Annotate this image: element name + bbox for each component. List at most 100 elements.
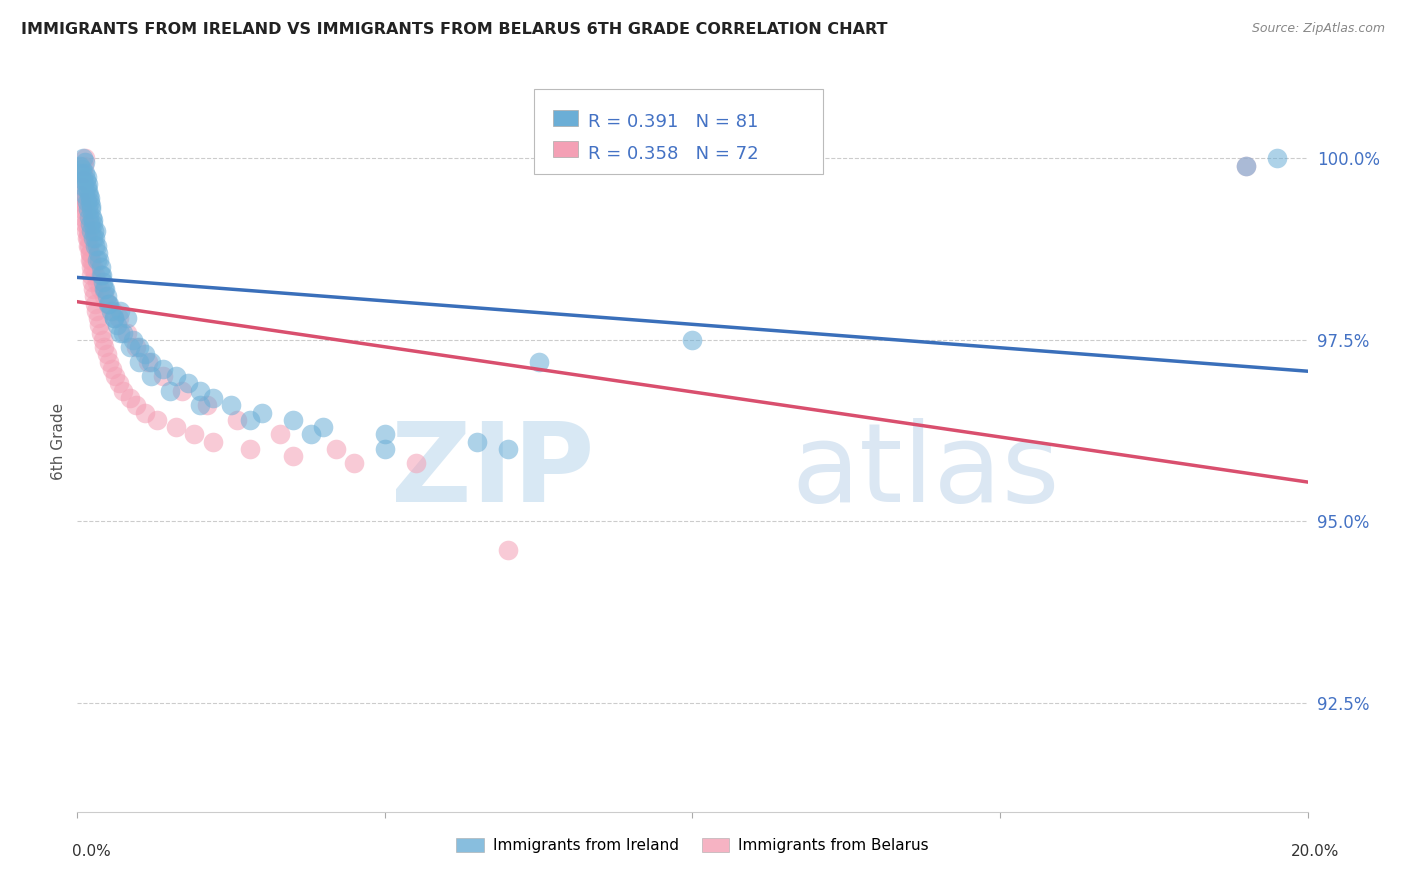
Point [76,177,98,191]
Point [90,268,112,282]
Point [76,231,98,245]
Point [83,231,105,245]
Point [83,238,105,252]
Point [73,155,96,169]
Point [75,194,97,209]
Text: IMMIGRANTS FROM IRELAND VS IMMIGRANTS FROM BELARUS 6TH GRADE CORRELATION CHART: IMMIGRANTS FROM IRELAND VS IMMIGRANTS FR… [21,22,887,37]
Point [110,304,132,318]
Point [72,173,94,187]
Point [177,376,200,391]
Point [75,166,97,180]
Point [75,187,97,202]
Point [183,427,205,442]
Point [70,162,93,177]
Point [100,304,122,318]
Point [97,296,120,310]
Point [77,238,100,252]
Point [76,224,98,238]
Point [82,210,104,224]
Point [76,180,98,194]
Point [115,311,138,326]
Point [104,369,127,384]
Point [79,217,101,231]
Point [82,217,104,231]
Point [1234,159,1257,173]
Point [69,187,91,202]
Point [93,340,115,354]
Point [496,543,519,558]
Point [80,268,103,282]
Point [70,166,93,180]
Point [89,253,111,268]
Point [170,384,193,398]
Point [98,296,121,310]
Point [82,282,104,296]
Point [75,202,97,217]
Point [79,245,101,260]
Point [76,217,98,231]
Text: ZIP: ZIP [391,417,595,524]
Point [79,194,101,209]
Point [83,268,105,282]
Point [343,456,366,470]
Point [465,434,488,449]
Point [98,354,121,368]
Point [87,318,110,333]
Point [73,180,96,194]
Point [80,199,103,213]
Point [73,152,96,166]
Point [76,169,98,184]
Point [103,311,125,326]
Point [269,427,291,442]
Point [86,253,108,268]
Point [77,238,100,252]
Point [80,260,103,275]
Text: R = 0.391   N = 81: R = 0.391 N = 81 [588,113,758,131]
Point [87,245,110,260]
Text: Source: ZipAtlas.com: Source: ZipAtlas.com [1251,22,1385,36]
Point [72,152,94,166]
Point [325,442,347,456]
Point [281,449,304,463]
Point [70,194,93,209]
Point [75,224,97,238]
Point [79,253,101,268]
Point [188,398,212,412]
Point [405,456,427,470]
Point [77,184,100,198]
Point [86,238,108,252]
Point [527,354,550,368]
Point [141,369,163,384]
Point [195,398,218,412]
Point [86,311,108,326]
Point [86,304,108,318]
Point [76,210,98,224]
Point [134,405,156,419]
Point [72,166,94,180]
Point [82,275,104,289]
Y-axis label: 6th Grade: 6th Grade [51,403,66,480]
Point [101,304,124,318]
Point [96,347,118,361]
Point [77,187,100,202]
Point [219,398,242,412]
Point [70,202,93,217]
Point [134,347,156,361]
Point [128,340,150,354]
Point [1234,159,1257,173]
Point [226,413,249,427]
Point [94,282,117,296]
Point [312,420,335,434]
Point [91,275,114,289]
Legend: Immigrants from Ireland, Immigrants from Belarus: Immigrants from Ireland, Immigrants from… [450,832,935,860]
Point [188,384,212,398]
Text: 0.0%: 0.0% [72,845,111,859]
Point [103,311,125,326]
Point [201,434,224,449]
Point [76,202,98,217]
Point [165,420,187,434]
Text: atlas: atlas [792,417,1059,524]
Point [101,362,124,376]
Point [79,245,101,260]
Point [70,180,93,194]
